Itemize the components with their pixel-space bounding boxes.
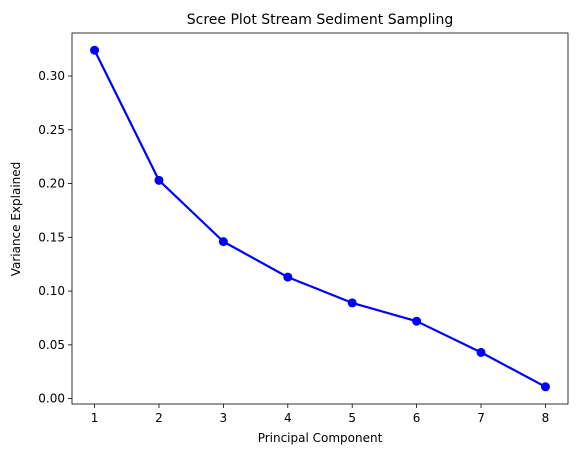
data-point [283,272,293,282]
x-tick-label: 7 [477,411,485,425]
y-axis-label: Variance Explained [9,162,23,277]
x-tick-label: 2 [155,411,163,425]
plot-frame [71,32,569,405]
y-tick-label: 0.05 [38,338,65,352]
x-axis-label: Principal Component [258,431,383,445]
chart-title: Scree Plot Stream Sediment Sampling [187,12,454,28]
data-point [476,347,486,357]
data-point [154,175,164,185]
y-tick-label: 0.30 [38,69,65,83]
data-point [218,237,228,247]
series-line [93,49,547,388]
x-tick-label: 4 [284,411,292,425]
data-point [90,45,100,55]
y-tick-label: 0.10 [38,284,65,298]
y-tick-label: 0.25 [38,123,65,137]
y-tick-label: 0.15 [38,230,65,244]
y-tick-label: 0.20 [38,177,65,191]
data-point [412,316,422,326]
x-tick-label: 6 [413,411,421,425]
x-tick-label: 3 [220,411,228,425]
data-point [347,298,357,308]
x-tick-label: 1 [91,411,99,425]
y-tick-label: 0.00 [38,392,65,406]
plot-area: 1 2 3 4 5 6 7 8 0.00 0.05 0.10 0.15 0.20 0.25 0.30 [38,32,569,425]
x-tick-label: 5 [348,411,356,425]
data-point [540,382,550,392]
x-tick-label: 8 [542,411,550,425]
